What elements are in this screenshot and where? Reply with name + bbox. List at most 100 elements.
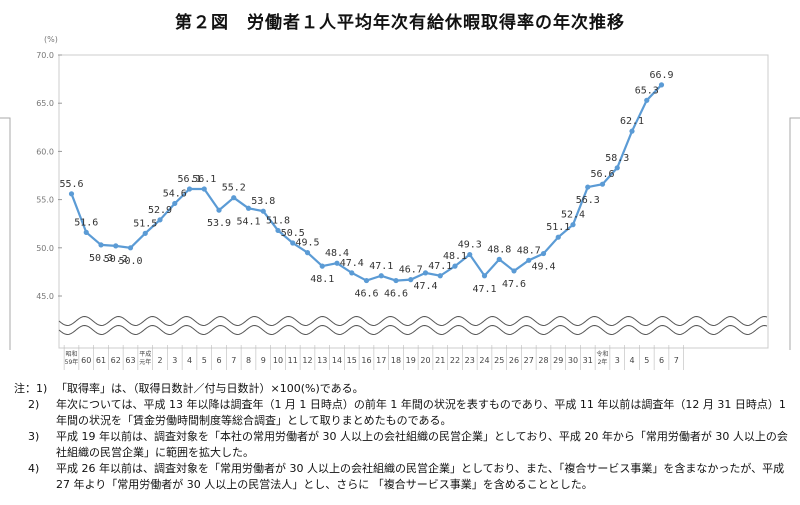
- data-point: [599, 181, 606, 187]
- x-tick-label: 20: [420, 356, 430, 365]
- x-tick-label: 22: [450, 356, 460, 365]
- data-label: 56.6: [590, 169, 614, 180]
- x-tick-label: 6: [659, 356, 664, 365]
- data-point: [83, 229, 89, 235]
- data-point: [216, 207, 222, 213]
- x-tick-label: 25: [494, 356, 504, 365]
- data-label: 55.2: [222, 183, 246, 194]
- x-tick-label: 12: [302, 356, 312, 365]
- data-label: 52.9: [148, 205, 172, 216]
- y-tick-label: 55.0: [36, 196, 54, 205]
- x-tick-label: 18: [391, 356, 401, 365]
- data-label: 55.6: [59, 179, 83, 190]
- x-tick-label: 9: [261, 356, 266, 365]
- x-tick-label: 2年: [598, 358, 608, 366]
- x-tick-label: 15: [347, 356, 357, 365]
- note-item: 注：1) 「取得率」は、（取得日数計／付与日数計）×100(%)である。: [14, 381, 790, 397]
- x-tick-era-label: 昭和: [65, 350, 77, 358]
- x-tick-label: 61: [96, 356, 106, 365]
- x-tick-label: 21: [435, 356, 445, 365]
- x-tick-era-label: 令和: [596, 350, 608, 358]
- data-label: 49.5: [295, 238, 319, 249]
- note-item: 4) 平成 26 年以前は、調査対象を「常用労働者が 30 人以上の会社組織の民営…: [14, 461, 790, 493]
- note-number: 2): [14, 398, 40, 411]
- axis-break: [58, 316, 768, 335]
- x-tick-label: 2: [157, 356, 162, 365]
- data-label: 53.8: [251, 196, 275, 207]
- data-label: 56.3: [576, 195, 600, 206]
- data-label: 47.6: [502, 279, 526, 290]
- y-tick-label: 65.0: [36, 99, 54, 108]
- data-label: 48.1: [443, 251, 467, 262]
- data-label: 50.2: [104, 254, 128, 265]
- y-tick-label: 70.0: [36, 51, 54, 60]
- data-point: [422, 270, 429, 276]
- data-point: [658, 82, 665, 88]
- x-tick-label: 3: [172, 356, 177, 365]
- y-axis: 45.0 50.0 55.0 60.0 65.0 70.0: [36, 51, 62, 301]
- y-tick-label: 60.0: [36, 147, 54, 156]
- x-tick-label: 59年: [65, 358, 79, 366]
- data-point: [349, 270, 355, 276]
- note-text: 年次については、平成 13 年以降は調査年（1 月 1 日時点）の前年 1 年間…: [56, 398, 786, 427]
- data-point: [378, 273, 384, 279]
- data-point: [334, 260, 340, 266]
- data-label: 47.4: [340, 258, 364, 269]
- data-point: [393, 277, 399, 284]
- data-label: 62.1: [620, 116, 644, 127]
- data-point: [68, 191, 75, 197]
- note-text: 平成 19 年以前は、調査対象を「本社の常用労働者が 30 人以上の会社組織の民…: [56, 430, 788, 459]
- data-label: 51.6: [74, 217, 98, 228]
- data-label: 49.4: [531, 262, 555, 273]
- plot-area: [58, 54, 769, 349]
- x-tick-label: 26: [509, 356, 519, 365]
- data-label: 66.9: [649, 70, 673, 81]
- data-points: [68, 82, 665, 284]
- data-point: [467, 251, 473, 258]
- data-label: 47.1: [369, 261, 393, 272]
- x-tick-label: 28: [538, 356, 548, 365]
- x-tick-label: 29: [553, 356, 563, 365]
- data-label: 51.8: [266, 215, 290, 226]
- data-label: 46.6: [354, 289, 378, 300]
- data-label: 47.4: [413, 281, 437, 292]
- y-axis-unit-label: (%): [44, 35, 58, 44]
- data-point: [245, 205, 252, 211]
- x-tick-label: 元年: [139, 358, 151, 366]
- data-label: 51.5: [133, 218, 157, 229]
- x-tick-label: 17: [376, 356, 386, 365]
- x-tick-label: 11: [288, 356, 298, 365]
- x-tick-label: 16: [361, 356, 371, 365]
- data-point: [127, 245, 134, 251]
- x-tick-label: 30: [568, 356, 578, 365]
- data-label: 54.6: [163, 188, 187, 199]
- x-tick-label: 4: [187, 356, 192, 365]
- data-point: [496, 256, 502, 262]
- note-text: 「取得率」は、（取得日数計／付与日数計）×100(%)である。: [56, 382, 364, 395]
- data-label: 46.6: [384, 289, 408, 300]
- data-point: [629, 128, 635, 134]
- x-tick-label: 7: [231, 356, 236, 365]
- data-point: [231, 195, 237, 201]
- data-point: [275, 227, 281, 234]
- data-point: [304, 250, 311, 256]
- data-point: [408, 277, 414, 283]
- notes: 注：1) 「取得率」は、（取得日数計／付与日数計）×100(%)である。 2) 年次…: [14, 381, 790, 493]
- data-point: [511, 268, 517, 274]
- x-tick-label: 24: [479, 356, 489, 365]
- data-point: [113, 243, 119, 249]
- y-tick-label: 45.0: [36, 292, 54, 301]
- data-labels: 55.6 51.6 50.350.250.0 51.5 52.9 54.6 56.156.1…: [59, 70, 673, 300]
- x-tick-label: 5: [644, 356, 649, 365]
- data-label: 50.3: [89, 253, 113, 264]
- data-point: [201, 186, 207, 192]
- data-label: 50.0: [118, 256, 142, 267]
- x-tick-label: 5: [202, 356, 207, 365]
- note-number: 注：1): [14, 382, 48, 395]
- data-label: 46.7: [399, 265, 423, 276]
- data-label: 48.8: [487, 244, 511, 255]
- data-point: [157, 217, 163, 223]
- data-point: [98, 242, 104, 248]
- x-tick-label: 23: [465, 356, 475, 365]
